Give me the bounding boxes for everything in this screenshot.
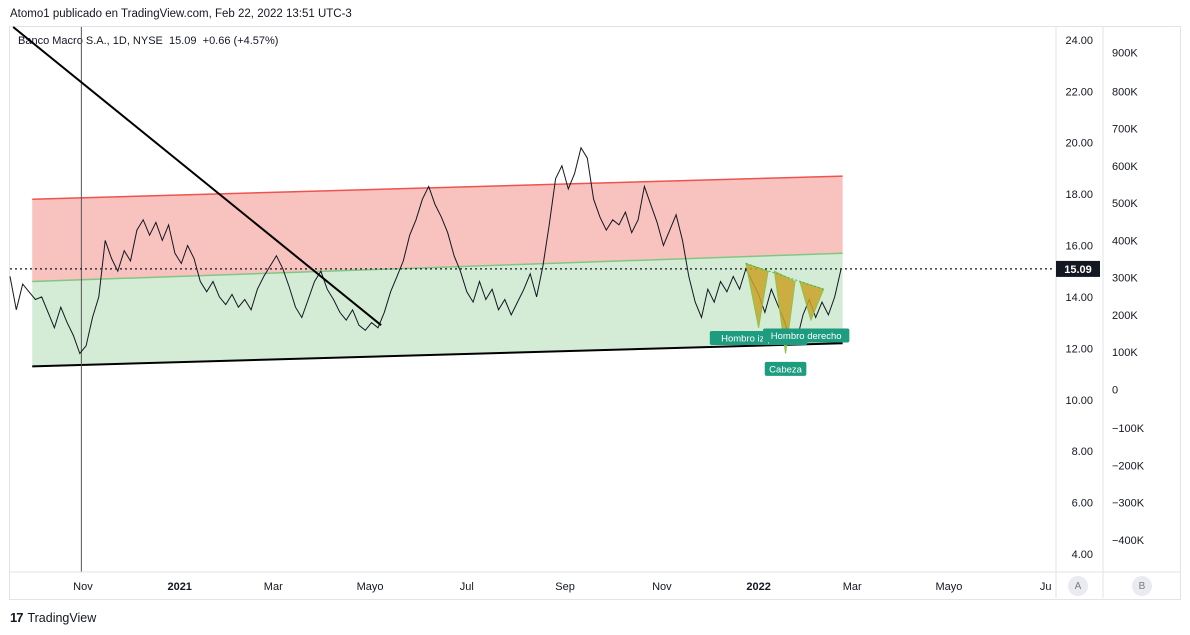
footer-brand[interactable]: TradingView	[27, 610, 97, 625]
annotation-label: Cabeza	[769, 364, 802, 375]
resistance-zone	[32, 176, 843, 282]
support-zone	[32, 253, 843, 367]
annotation-label: Hombro derecho	[771, 331, 842, 342]
price-tick-label: 12.00	[1065, 343, 1093, 355]
footer: 17 TradingView	[10, 610, 96, 625]
chart-frame	[9, 26, 1181, 600]
pattern-triangle	[745, 262, 769, 328]
volume-tick-label: 400K	[1112, 235, 1138, 247]
midline	[32, 252, 843, 283]
resistance-line	[32, 175, 843, 200]
downtrend-line	[12, 26, 382, 326]
time-tick-label: Jul	[460, 581, 474, 593]
time-tick-label: Mayo	[935, 581, 962, 593]
price-tick-label: 10.00	[1065, 395, 1093, 407]
price-tick-label: 22.00	[1065, 86, 1093, 98]
log-scale-button[interactable]: B	[1132, 576, 1152, 596]
last-price-tag-label: 15.09	[1064, 264, 1092, 276]
price-tick-label: 24.00	[1065, 35, 1093, 47]
time-tick-label: 2022	[746, 581, 770, 593]
volume-tick-label: −100K	[1112, 423, 1145, 435]
support-line	[32, 342, 843, 368]
volume-tick-label: −300K	[1112, 498, 1145, 510]
price-tick-label: 18.00	[1065, 189, 1093, 201]
annotation-label-bg	[764, 361, 807, 376]
volume-tick-label: 900K	[1112, 48, 1138, 60]
volume-tick-label: 100K	[1112, 347, 1138, 359]
volume-tick-label: 700K	[1112, 124, 1138, 136]
volume-tick-label: 500K	[1112, 198, 1138, 210]
time-tick-label: Mar	[843, 581, 862, 593]
time-tick-label: Mar	[264, 581, 283, 593]
volume-tick-label: 600K	[1112, 161, 1138, 173]
auto-scale-button[interactable]: A	[1068, 576, 1088, 596]
price-tick-label: 16.00	[1065, 241, 1093, 253]
price-tick-label: 4.00	[1072, 549, 1093, 561]
time-tick-label: Mayo	[357, 581, 384, 593]
price-tick-label: 14.00	[1065, 292, 1093, 304]
time-tick-label: Nov	[652, 581, 672, 593]
price-line	[9, 146, 842, 355]
volume-tick-label: −400K	[1112, 535, 1145, 547]
annotation-label-bg	[762, 328, 850, 343]
publisher-line: Atomo1 publicado en TradingView.com, Feb…	[10, 8, 352, 20]
time-tick-label: Ju	[1040, 581, 1052, 593]
volume-tick-label: 300K	[1112, 273, 1138, 285]
volume-tick-label: −200K	[1112, 460, 1145, 472]
price-tick-label: 20.00	[1065, 138, 1093, 150]
annotation-label: Hombro izquierdo	[721, 334, 796, 345]
price-tick-label: 8.00	[1072, 446, 1093, 458]
neckline	[745, 263, 824, 290]
price-tick-label: 6.00	[1072, 498, 1093, 510]
time-tick-label: 2021	[167, 581, 191, 593]
volume-tick-label: 800K	[1112, 86, 1138, 98]
time-tick-label: Nov	[73, 581, 93, 593]
volume-tick-label: 0	[1112, 384, 1118, 396]
tradingview-logo-icon: 17	[10, 610, 24, 625]
last-price-tag	[1056, 260, 1100, 277]
volume-tick-label: 200K	[1112, 310, 1138, 322]
time-tick-label: Sep	[555, 581, 575, 593]
symbol-legend: Banco Macro S.A., 1D, NYSE 15.09 +0.66 (…	[18, 35, 279, 47]
